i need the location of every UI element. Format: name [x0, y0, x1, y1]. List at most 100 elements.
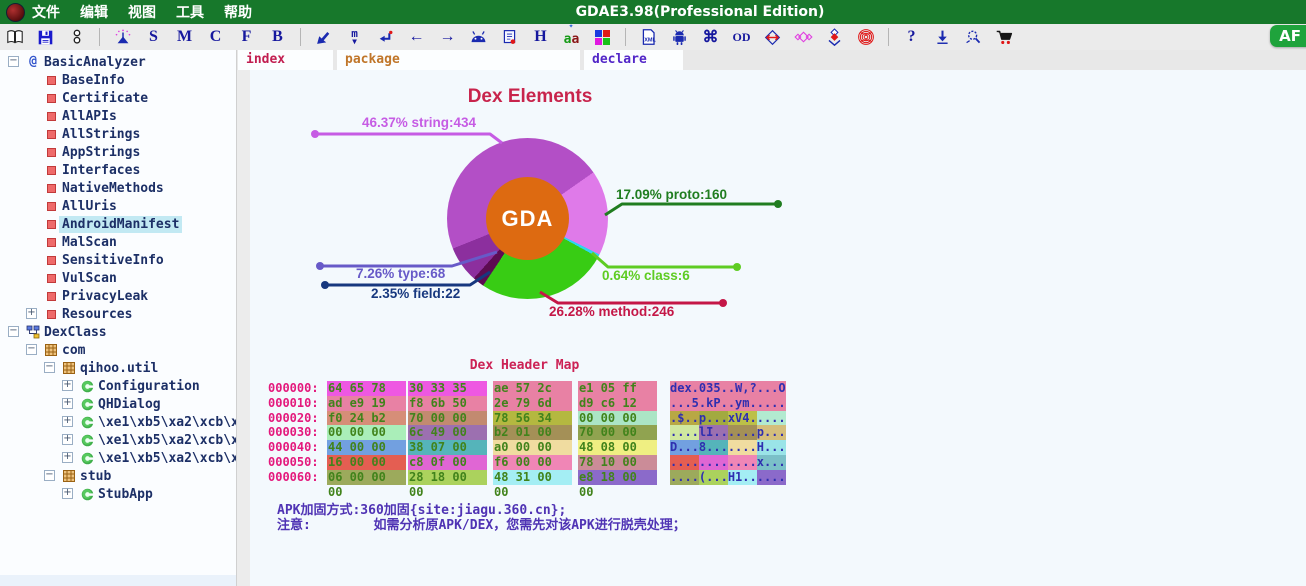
- tree-item-AllStrings[interactable]: AllStrings: [0, 125, 236, 143]
- tree-item-QHDialog[interactable]: + QHDialog: [0, 395, 236, 413]
- collapse-box[interactable]: −: [44, 361, 55, 373]
- tree-label[interactable]: stub: [80, 469, 112, 484]
- tree-label[interactable]: AllStrings: [62, 127, 141, 142]
- search-plugin-icon[interactable]: [964, 27, 983, 47]
- tree-item-BasicAnalyzer[interactable]: − @ BasicAnalyzer: [0, 53, 236, 71]
- expand-box[interactable]: +: [62, 415, 73, 427]
- expand-arrows-icon[interactable]: [763, 27, 782, 47]
- letter-f-icon[interactable]: F: [241, 28, 252, 45]
- tree-item-com[interactable]: − com: [0, 341, 236, 359]
- tree-item-MalScan[interactable]: MalScan: [0, 233, 236, 251]
- collapse-box[interactable]: −: [44, 469, 55, 481]
- tree-label[interactable]: Certificate: [62, 91, 149, 106]
- report-icon[interactable]: [500, 27, 519, 47]
- tab-package[interactable]: package: [337, 50, 580, 70]
- tree-item-Configuration[interactable]: + Configuration: [0, 377, 236, 395]
- tree-label[interactable]: NativeMethods: [62, 181, 164, 196]
- tree-label[interactable]: Configuration: [98, 379, 200, 394]
- download-icon[interactable]: [933, 27, 952, 47]
- collapse-box[interactable]: −: [8, 325, 19, 337]
- xml-doc-icon[interactable]: XML: [639, 27, 658, 47]
- fingerprint-icon[interactable]: [856, 27, 875, 47]
- letter-b-icon[interactable]: B: [272, 28, 283, 45]
- letter-s-icon[interactable]: S: [149, 28, 158, 45]
- return-icon[interactable]: [376, 27, 395, 47]
- tree-item-AppStrings[interactable]: AppStrings: [0, 143, 236, 161]
- tree-item-VulScan[interactable]: VulScan: [0, 269, 236, 287]
- tree-item-AndroidManifest[interactable]: AndroidManifest: [0, 215, 236, 233]
- cursor-icon[interactable]: [314, 27, 333, 47]
- tree-label[interactable]: BaseInfo: [62, 73, 125, 88]
- od-icon[interactable]: OD: [732, 29, 751, 44]
- letter-h-icon[interactable]: H: [534, 28, 547, 45]
- tree-item-NativeMethods[interactable]: NativeMethods: [0, 179, 236, 197]
- tree-label[interactable]: qihoo.util: [80, 361, 159, 376]
- method-jump-icon[interactable]: m ▼: [351, 26, 358, 46]
- tree-item-DexClass[interactable]: − DexClass: [0, 323, 236, 341]
- tree-item-AllAPIs[interactable]: AllAPIs: [0, 107, 236, 125]
- tree-label[interactable]: AllAPIs: [62, 109, 117, 124]
- tree-label[interactable]: StubApp: [98, 487, 153, 502]
- tree-item-AllUris[interactable]: AllUris: [0, 197, 236, 215]
- tree-label[interactable]: SensitiveInfo: [62, 253, 164, 268]
- cart-icon[interactable]: [995, 27, 1014, 47]
- tree-label[interactable]: AndroidManifest: [59, 216, 183, 233]
- tree-item--xe1-xb5-xa2-xcb-x8b[interactable]: + \xe1\xb5\xa2\xcb\x8b: [0, 413, 236, 431]
- forward-arrow-icon[interactable]: →: [439, 28, 456, 45]
- tree-label[interactable]: PrivacyLeak: [62, 289, 149, 304]
- tree-label[interactable]: Interfaces: [62, 163, 141, 178]
- menu-视图[interactable]: 视图: [128, 5, 156, 21]
- color-blocks-icon[interactable]: [593, 27, 612, 47]
- command-icon[interactable]: ⌘: [702, 29, 719, 46]
- menu-文件[interactable]: 文件: [32, 5, 60, 21]
- tree-item-StubApp[interactable]: + StubApp: [0, 485, 236, 503]
- tree-item-stub[interactable]: − stub: [0, 467, 236, 485]
- tree-label[interactable]: \xe1\xb5\xa2\xcb\x8b: [98, 415, 236, 430]
- android-icon[interactable]: [670, 27, 689, 47]
- tree-label[interactable]: QHDialog: [98, 397, 161, 412]
- expand-box[interactable]: +: [62, 487, 73, 499]
- tree-label[interactable]: DexClass: [44, 325, 107, 340]
- tab-index[interactable]: index: [238, 50, 333, 70]
- diamond-chain-icon[interactable]: [794, 27, 813, 47]
- tree-label[interactable]: BasicAnalyzer: [44, 55, 146, 70]
- tree-label[interactable]: Resources: [62, 307, 133, 322]
- string-decode-icon[interactable]: aa ✦: [563, 20, 580, 47]
- link-icon[interactable]: [67, 27, 86, 47]
- tree-item-Resources[interactable]: + Resources: [0, 305, 236, 323]
- save-icon[interactable]: [36, 27, 55, 47]
- open-file-icon[interactable]: [5, 27, 24, 47]
- tree-scrollbar[interactable]: [0, 575, 236, 586]
- menu-工具[interactable]: 工具: [176, 5, 204, 21]
- tree-label[interactable]: com: [62, 343, 86, 358]
- diamond-down-icon[interactable]: [825, 27, 844, 47]
- tree-label[interactable]: \xe1\xb5\xa2\xcb\x8f: [98, 451, 236, 466]
- collapse-box[interactable]: −: [26, 343, 37, 355]
- tree-item-SensitiveInfo[interactable]: SensitiveInfo: [0, 251, 236, 269]
- android-head-icon[interactable]: [469, 27, 488, 47]
- expand-box[interactable]: +: [62, 397, 73, 409]
- tree-label[interactable]: AllUris: [62, 199, 117, 214]
- beacon-icon[interactable]: [113, 27, 132, 47]
- tree-item--xe1-xb5-xa2-xcb-x8e[interactable]: + \xe1\xb5\xa2\xcb\x8e: [0, 431, 236, 449]
- tree-item-BaseInfo[interactable]: BaseInfo: [0, 71, 236, 89]
- expand-box[interactable]: +: [62, 379, 73, 391]
- tree-label[interactable]: VulScan: [62, 271, 117, 286]
- menu-编辑[interactable]: 编辑: [80, 5, 108, 21]
- expand-box[interactable]: +: [62, 451, 73, 463]
- tree-item-qihoo.util[interactable]: − qihoo.util: [0, 359, 236, 377]
- af-badge[interactable]: AF: [1270, 25, 1306, 47]
- letter-c-icon[interactable]: C: [209, 28, 222, 45]
- letter-m-icon[interactable]: M: [176, 28, 193, 45]
- tree-item-Certificate[interactable]: Certificate: [0, 89, 236, 107]
- menu-帮助[interactable]: 帮助: [224, 5, 252, 21]
- tree-item--xe1-xb5-xa2-xcb-x8f[interactable]: + \xe1\xb5\xa2\xcb\x8f: [0, 449, 236, 467]
- expand-box[interactable]: +: [62, 433, 73, 445]
- help-icon[interactable]: ?: [907, 28, 916, 45]
- tab-declare[interactable]: declare: [584, 50, 683, 70]
- collapse-box[interactable]: −: [8, 55, 19, 67]
- tree-item-PrivacyLeak[interactable]: PrivacyLeak: [0, 287, 236, 305]
- tree-label[interactable]: MalScan: [62, 235, 117, 250]
- tree-label[interactable]: AppStrings: [62, 145, 141, 160]
- expand-box[interactable]: +: [26, 307, 37, 319]
